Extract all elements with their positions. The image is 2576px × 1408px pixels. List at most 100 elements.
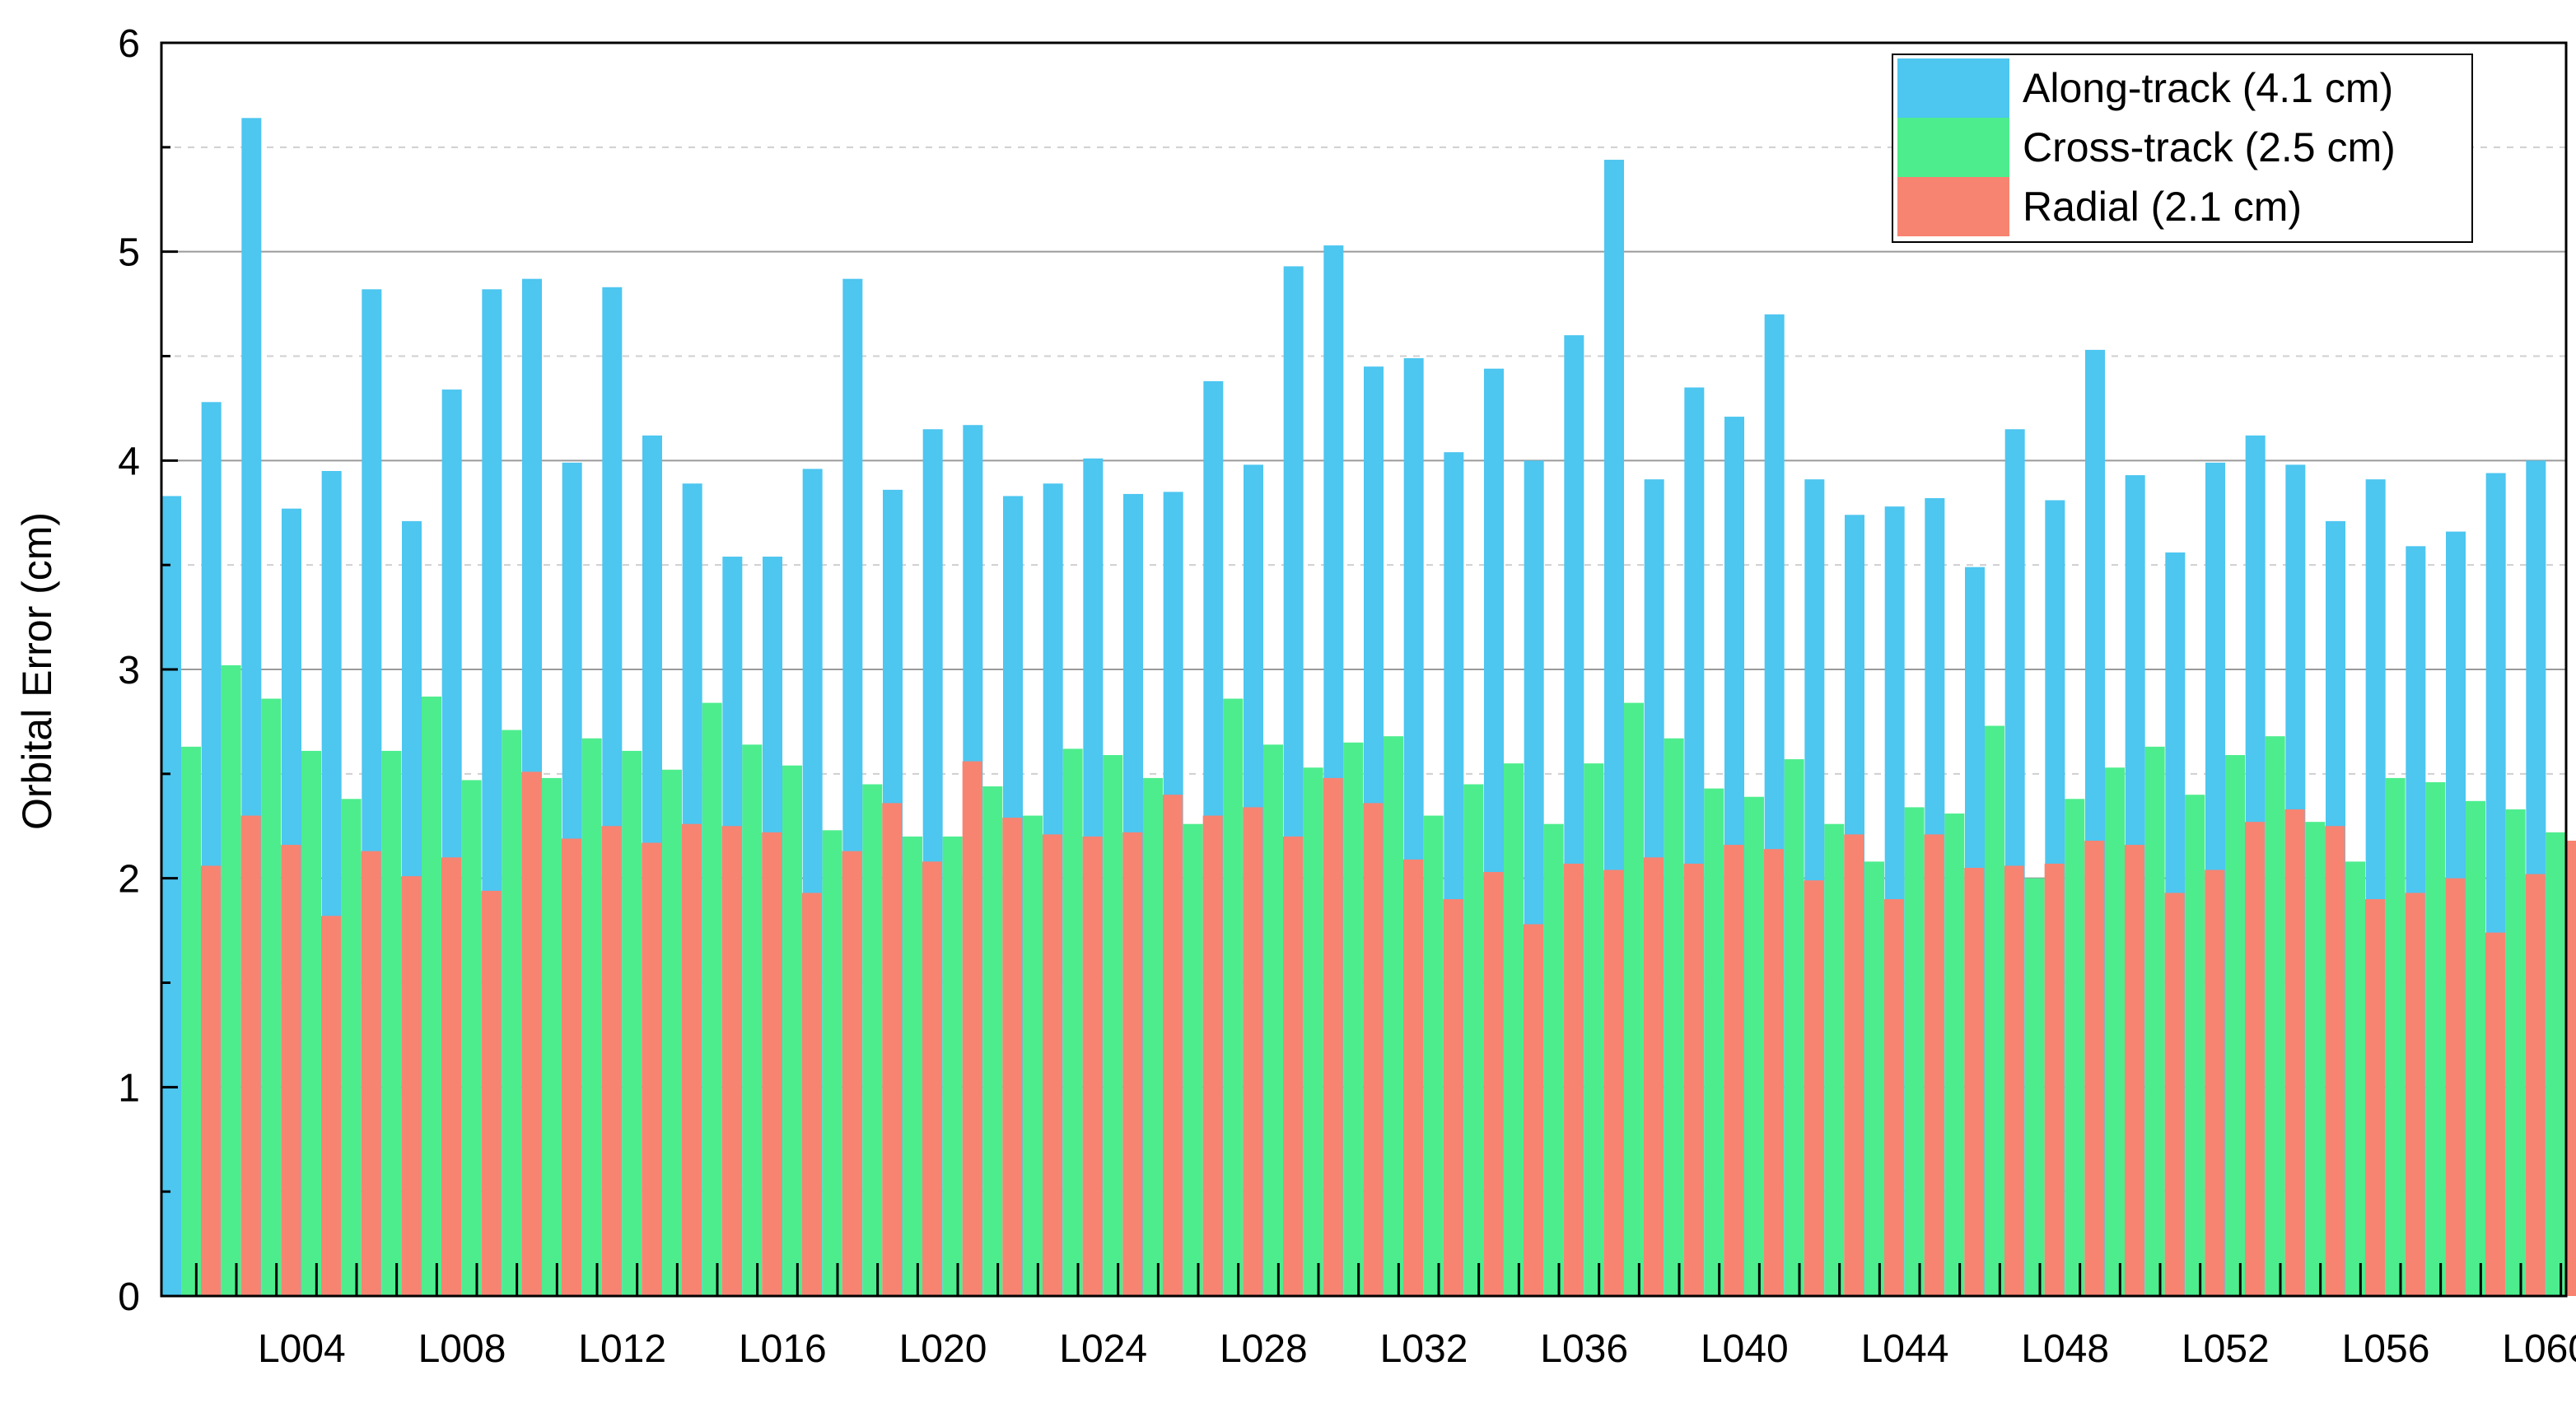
y-tick-label: 5 (118, 231, 140, 275)
legend: Along-track (4.1 cm) Cross-track (2.5 cm)… (1892, 54, 2473, 243)
legend-entry-label: Radial (2.1 cm) (2023, 184, 2302, 230)
bar-cross-track-l008 (461, 780, 482, 1296)
bar-cross-track-l001 (181, 746, 201, 1296)
bar-radial-l013 (682, 823, 702, 1296)
bar-cross-track-l057 (2425, 781, 2446, 1296)
y-tick-label: 1 (118, 1066, 140, 1110)
bar-radial-l010 (562, 838, 581, 1296)
bar-radial-l030 (1363, 803, 1384, 1296)
bar-radial-l032 (1443, 899, 1463, 1296)
bar-cross-track-l027 (1223, 698, 1244, 1296)
bar-cross-track-l003 (261, 698, 282, 1296)
bar-cross-track-l035 (1543, 823, 1564, 1296)
bar-cross-track-l046 (1985, 725, 2004, 1296)
bar-radial-l039 (1724, 845, 1744, 1296)
bar-radial-l045 (1964, 867, 1985, 1296)
bar-cross-track-l004 (301, 750, 321, 1296)
bar-cross-track-l026 (1183, 823, 1203, 1296)
x-tick-label: L020 (899, 1327, 987, 1371)
bar-cross-track-l040 (1744, 796, 1764, 1296)
bar-radial-l057 (2445, 878, 2466, 1296)
bar-radial-l049 (2125, 845, 2144, 1296)
bar-radial-l034 (1524, 924, 1543, 1296)
x-tick-label: L008 (418, 1327, 506, 1371)
bar-radial-l058 (2485, 932, 2505, 1296)
bar-radial-l016 (802, 893, 822, 1296)
bar-cross-track-l059 (2505, 809, 2526, 1296)
bar-cross-track-l007 (422, 696, 441, 1296)
bar-cross-track-l009 (502, 730, 522, 1296)
bar-cross-track-l048 (2065, 799, 2085, 1296)
bar-radial-l024 (1122, 832, 1143, 1296)
legend-swatch (1897, 177, 2009, 236)
bar-cross-track-l058 (2466, 800, 2485, 1296)
bar-radial-l050 (2164, 893, 2185, 1296)
bar-radial-l017 (842, 851, 862, 1296)
bar-radial-l001 (201, 865, 221, 1296)
legend-entry-label: Along-track (4.1 cm) (2023, 65, 2393, 111)
bar-radial-l052 (2245, 822, 2265, 1296)
bar-cross-track-l047 (2024, 878, 2045, 1296)
bar-radial-l020 (962, 761, 982, 1296)
y-tick-label: 6 (118, 22, 140, 66)
bars (161, 118, 2576, 1297)
legend-entry-label: Cross-track (2.5 cm) (2023, 124, 2396, 170)
bar-radial-l055 (2365, 899, 2385, 1296)
bar-cross-track-l022 (1023, 815, 1043, 1296)
bar-cross-track-l016 (782, 765, 802, 1296)
bar-radial-l035 (1563, 863, 1584, 1296)
axes: 0 1 2 3 4 5 6 L004 L008 L012 L016 L020 L024 L028 L032 L… (118, 22, 2576, 1371)
bar-cross-track-l034 (1504, 763, 1524, 1296)
x-tick-label: L036 (1540, 1327, 1628, 1371)
bar-radial-l029 (1323, 777, 1343, 1296)
bar-radial-l014 (721, 826, 742, 1296)
bar-cross-track-l023 (1062, 748, 1083, 1296)
bar-cross-track-l017 (822, 830, 842, 1296)
bar-radial-l006 (401, 876, 422, 1296)
x-tick-label: L040 (1701, 1327, 1789, 1371)
bar-radial-l009 (521, 772, 542, 1296)
x-tick-label: L024 (1059, 1327, 1147, 1371)
x-tick-label: L048 (2021, 1327, 2109, 1371)
bar-radial-l056 (2405, 893, 2425, 1296)
bar-radial-l028 (1283, 836, 1303, 1296)
x-tick-label: L012 (578, 1327, 666, 1371)
bar-radial-l048 (2084, 841, 2105, 1296)
bar-cross-track-l011 (581, 738, 602, 1296)
bar-cross-track-l010 (542, 777, 562, 1296)
legend-swatch (1897, 118, 2009, 177)
bar-cross-track-l014 (702, 702, 722, 1296)
bar-radial-l051 (2205, 870, 2225, 1296)
bar-radial-l053 (2284, 809, 2305, 1296)
x-tick-label: L060 (2502, 1327, 2576, 1371)
bar-radial-l060 (2565, 841, 2576, 1296)
y-tick-label: 0 (118, 1275, 140, 1319)
bar-radial-l041 (1804, 880, 1824, 1296)
bar-radial-l027 (1243, 807, 1263, 1296)
bar-cross-track-l041 (1784, 759, 1804, 1296)
y-tick-label: 4 (118, 440, 140, 483)
bar-cross-track-l056 (2385, 777, 2406, 1296)
bar-cross-track-l018 (862, 784, 883, 1296)
bar-radial-l026 (1202, 815, 1223, 1296)
bar-radial-l012 (642, 842, 662, 1296)
x-tick-label: L016 (739, 1327, 827, 1371)
bar-cross-track-l021 (982, 786, 1003, 1296)
bar-cross-track-l043 (1864, 861, 1884, 1296)
bar-cross-track-l036 (1584, 763, 1604, 1296)
bar-cross-track-l055 (2345, 861, 2365, 1296)
y-tick-label: 2 (118, 858, 140, 902)
bar-cross-track-l052 (2225, 755, 2245, 1296)
legend-swatch (1897, 58, 2009, 118)
bar-cross-track-l039 (1704, 788, 1724, 1296)
bar-cross-track-l024 (1103, 755, 1123, 1296)
bar-radial-l003 (281, 845, 301, 1296)
bar-radial-l044 (1924, 834, 1944, 1296)
bar-radial-l036 (1603, 870, 1624, 1296)
bar-cross-track-l019 (903, 836, 922, 1296)
bar-cross-track-l049 (2105, 767, 2125, 1296)
bar-cross-track-l005 (341, 799, 362, 1296)
bar-radial-l008 (481, 890, 502, 1296)
bar-cross-track-l029 (1303, 767, 1323, 1296)
